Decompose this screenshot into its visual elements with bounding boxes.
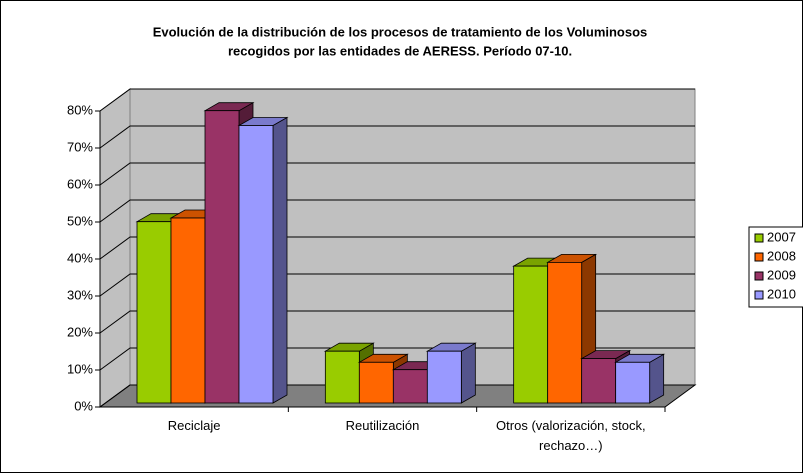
y-tick-label: 30% (67, 287, 93, 302)
grid-line (99, 347, 695, 371)
bar (615, 361, 651, 404)
y-tick-label: 40% (67, 250, 93, 265)
bar (547, 261, 583, 404)
chart-title: recogidos por las entidades de AERESS. P… (228, 43, 572, 58)
bar (238, 125, 274, 404)
grid-line (99, 162, 695, 186)
bar (170, 217, 206, 404)
y-tick-label: 10% (67, 361, 93, 376)
legend-label: 2010 (767, 286, 796, 301)
bar (513, 265, 549, 404)
chart-title: Evolución de la distribución de los proc… (153, 24, 648, 39)
y-tick-label: 50% (67, 213, 93, 228)
x-tick-label: Reutilización (345, 418, 420, 433)
y-tick-label: 70% (67, 139, 93, 154)
y-tick-label: 20% (67, 324, 93, 339)
grid-line (99, 199, 695, 223)
y-tick-label: 0% (74, 398, 93, 413)
legend-label: 2009 (767, 267, 796, 282)
y-tick-label: 80% (67, 102, 93, 117)
bar (358, 361, 394, 404)
grid-line (99, 125, 695, 149)
x-tick-label: Otros (valorización, stock, rechazo…) (496, 418, 646, 453)
grid-line (99, 88, 695, 112)
legend-swatch (754, 233, 764, 243)
grid-line (99, 384, 695, 408)
bar (136, 221, 172, 404)
legend-label: 2008 (767, 248, 796, 263)
bar-side (272, 116, 288, 404)
bar (426, 350, 462, 404)
grid-line (99, 310, 695, 334)
grid-line (99, 236, 695, 260)
bar (392, 369, 428, 404)
legend-swatch (754, 290, 764, 300)
y-tick-label: 60% (67, 176, 93, 191)
bar-side (460, 342, 476, 404)
bar (324, 350, 360, 404)
bar (204, 110, 240, 404)
legend-swatch (754, 252, 764, 262)
bar-side (649, 353, 665, 404)
legend-label: 2007 (767, 229, 796, 244)
grid-line (99, 273, 695, 297)
legend-swatch (754, 271, 764, 281)
bar (581, 358, 617, 404)
x-tick-label: Reciclaje (167, 418, 221, 433)
